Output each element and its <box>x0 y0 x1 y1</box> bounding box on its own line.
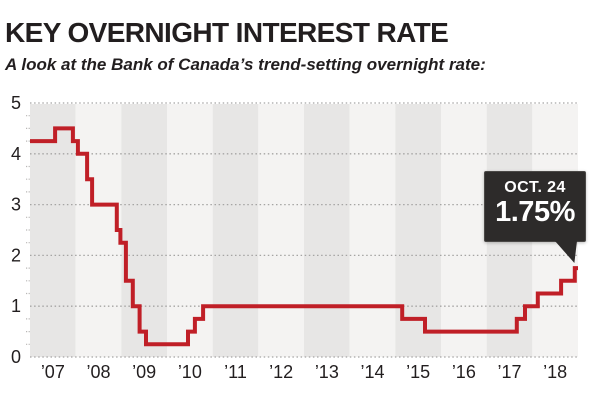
y-tick-label: 3 <box>11 195 21 215</box>
x-tick-label: ’11 <box>224 362 247 382</box>
chart-subtitle: A look at the Bank of Canada’s trend-set… <box>5 55 486 74</box>
x-tick-label: ’13 <box>315 362 339 382</box>
x-tick-label: ’17 <box>497 362 521 382</box>
y-tick-label: 2 <box>11 245 21 265</box>
x-tick-label: ’16 <box>452 362 476 382</box>
x-tick-label: ’08 <box>86 362 110 382</box>
x-tick-label: ’10 <box>178 362 202 382</box>
x-tick-label: ’14 <box>360 362 384 382</box>
year-band <box>258 104 304 357</box>
y-tick-label: 0 <box>11 347 21 367</box>
callout-rate: 1.75% <box>495 196 575 228</box>
x-tick-label: ’15 <box>406 362 430 382</box>
year-band <box>75 104 122 357</box>
y-tick-label: 5 <box>11 93 21 113</box>
rate-step-line <box>30 126 578 347</box>
callout-date: OCT. 24 <box>504 179 566 196</box>
year-band <box>441 104 487 357</box>
year-band <box>30 104 76 357</box>
year-band <box>349 104 396 357</box>
year-band <box>304 104 350 357</box>
x-tick-label: ’18 <box>543 362 567 382</box>
chart-title: KEY OVERNIGHT INTEREST RATE <box>5 17 449 48</box>
y-tick-label: 1 <box>11 296 21 316</box>
year-band <box>121 104 167 357</box>
year-band <box>212 104 259 357</box>
x-tick-label: ’07 <box>41 362 65 382</box>
x-tick-label: ’12 <box>269 362 293 382</box>
x-tick-label: ’09 <box>132 362 156 382</box>
rate-callout: OCT. 24 1.75% <box>484 171 586 263</box>
y-tick-label: 4 <box>11 144 21 164</box>
year-band <box>167 104 213 357</box>
